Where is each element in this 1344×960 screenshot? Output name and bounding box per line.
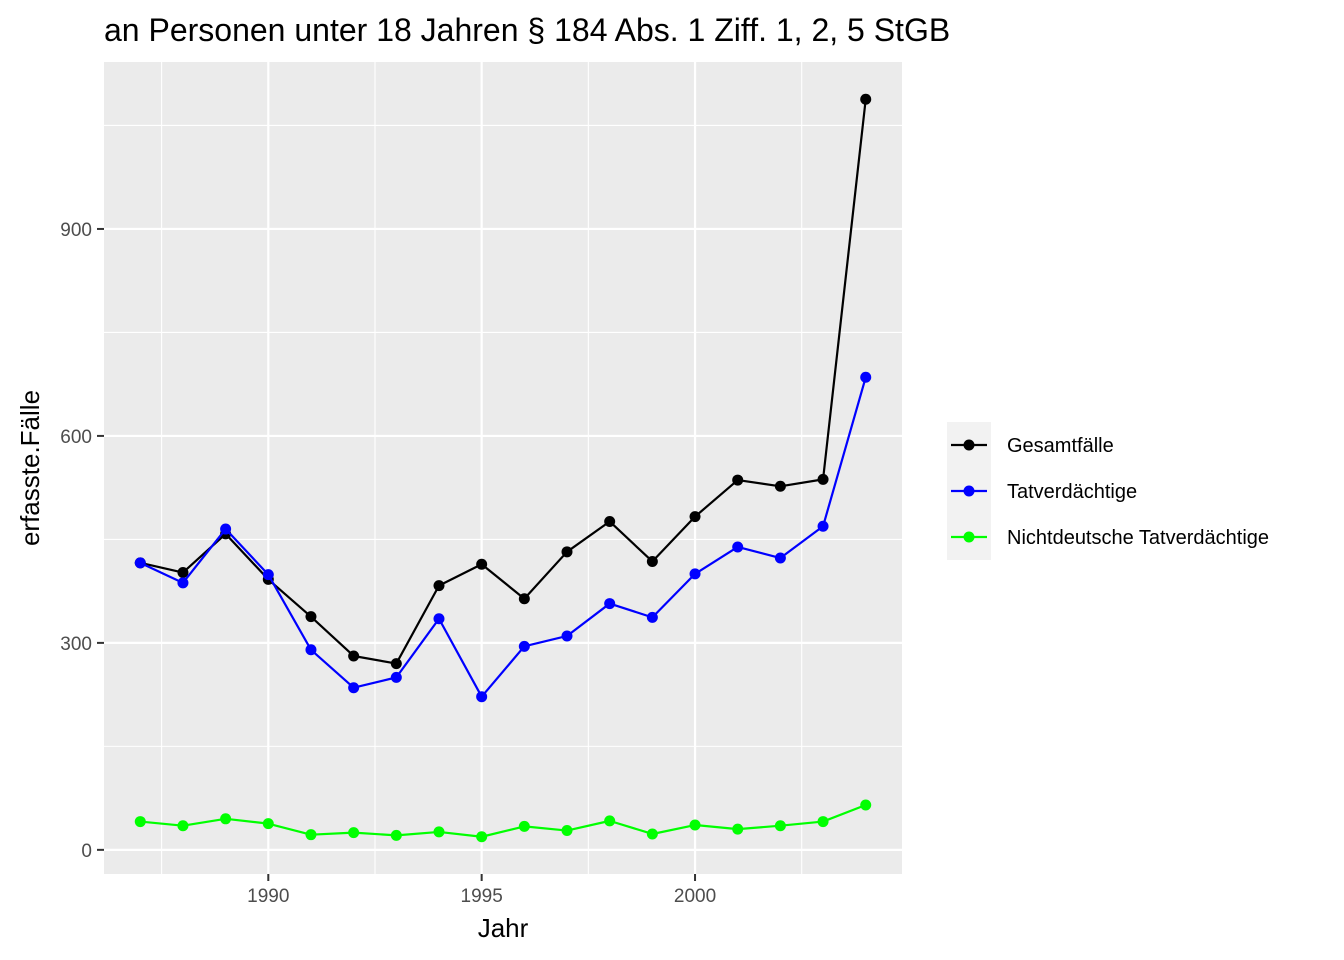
series-1-point [732, 474, 744, 486]
series-1-line [140, 99, 867, 665]
series-3-point [476, 831, 488, 843]
legend-key-point [963, 531, 975, 543]
series-1-point [433, 580, 445, 592]
series-3-point [604, 815, 616, 827]
series-2-point [689, 568, 701, 580]
legend: Gesamtfälle Tatverdächtige Nichtdeutsche T… [947, 422, 1269, 560]
chart-title: an Personen unter 18 Jahren § 184 Abs. 1… [104, 12, 950, 48]
series-2-point [732, 541, 744, 553]
series-1-point [604, 515, 616, 527]
legend-label: Nichtdeutsche Tatverdächtige [1007, 527, 1269, 549]
series-1-point [476, 558, 488, 570]
series-1-point [689, 511, 701, 523]
x-axis-title: Jahr [478, 913, 529, 943]
series-2-point [220, 523, 232, 535]
series-2-point [348, 682, 360, 694]
series-2-point [433, 613, 445, 625]
y-tick-label: 300 [60, 634, 92, 655]
series-3-point [220, 813, 232, 825]
series-3-point [134, 816, 146, 828]
x-tick-label: 1990 [247, 886, 289, 907]
series-3-line [140, 803, 867, 838]
series-2-point [604, 598, 616, 610]
series-3-point [305, 829, 317, 841]
series-3-point [561, 825, 573, 837]
series-1-point [774, 480, 786, 492]
series-2-point [561, 630, 573, 642]
series-2-point [305, 644, 317, 656]
series-3-point [732, 823, 744, 835]
series-3-point [689, 819, 701, 831]
series-3-point [390, 829, 402, 841]
y-axis-title: erfasste.Fälle [15, 390, 45, 546]
y-tick-label: 600 [60, 427, 92, 448]
axes: 1990 1995 2000 0 300 600 900 [60, 220, 716, 907]
series-1-point [390, 658, 402, 670]
series-2-point [518, 640, 530, 652]
series-1-point [177, 567, 189, 579]
minor-gridlines [104, 62, 902, 874]
series-1-point [817, 473, 829, 485]
legend-label: Gesamtfälle [1007, 435, 1114, 457]
series-2-point [390, 671, 402, 683]
major-gridlines [104, 62, 902, 874]
series-2-point [177, 577, 189, 589]
y-tick-label: 900 [60, 220, 92, 241]
series-3-point [518, 820, 530, 832]
series-3-point [433, 826, 445, 838]
series-2-point [646, 611, 658, 623]
legend-key-point [963, 485, 975, 497]
series-3-point [262, 818, 274, 830]
series-1-point [305, 611, 317, 623]
series-1-point [348, 650, 360, 662]
series-2-point [476, 691, 488, 703]
series-3-point [774, 820, 786, 832]
series-2-point [817, 520, 829, 532]
x-tick-label: 2000 [674, 886, 716, 907]
series-3-point [348, 827, 360, 839]
legend-label: Tatverdächtige [1007, 481, 1137, 503]
series-2-line [139, 376, 867, 698]
series-3-point [646, 828, 658, 840]
legend-key-point [963, 439, 975, 451]
series-1-point [561, 546, 573, 558]
series-3-point [177, 820, 189, 832]
series-2-point [262, 569, 274, 581]
series-layer [134, 93, 872, 843]
series-3-point [860, 799, 872, 811]
series-1-point [518, 593, 530, 605]
y-tick-label: 0 [81, 841, 92, 862]
series-1-point [646, 555, 658, 567]
x-tick-label: 1995 [461, 886, 503, 907]
series-2-point [774, 552, 786, 564]
series-3-point [817, 816, 829, 828]
series-1-point [860, 93, 872, 105]
plot-panel [104, 62, 902, 874]
series-2-point [860, 371, 872, 383]
series-2-point [134, 557, 146, 569]
